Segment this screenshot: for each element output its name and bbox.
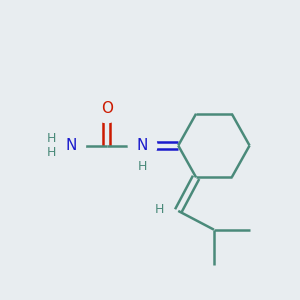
Text: N: N	[137, 138, 148, 153]
Circle shape	[128, 131, 157, 160]
Text: H: H	[155, 203, 164, 216]
Text: H: H	[47, 146, 57, 160]
Text: H: H	[138, 160, 147, 173]
Circle shape	[93, 94, 121, 123]
Circle shape	[57, 131, 86, 160]
Text: H: H	[47, 132, 57, 145]
Text: N: N	[65, 138, 77, 153]
Text: O: O	[101, 101, 113, 116]
